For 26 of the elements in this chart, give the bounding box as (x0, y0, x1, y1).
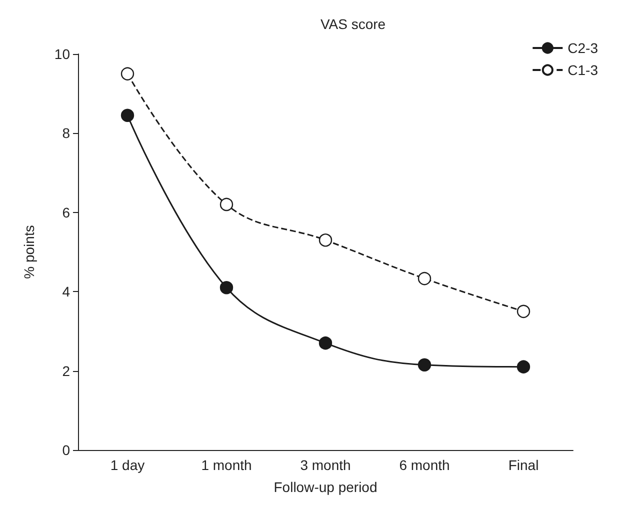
point (318, 234, 332, 247)
x-tick-label: 1 day (110, 457, 145, 473)
point (516, 360, 530, 374)
y-axis-title: % points (21, 225, 37, 279)
y-tick-label: 8 (62, 125, 70, 142)
y-tick-label: 2 (62, 362, 70, 379)
y-tick-label: 4 (62, 284, 70, 300)
y-tick-label: 10 (54, 46, 70, 62)
point (516, 304, 530, 318)
x-tick-label: 1 month (201, 457, 252, 473)
legend-label: C2-3 (568, 40, 598, 56)
point (220, 198, 234, 212)
chart-title: VAS score (320, 16, 386, 32)
x-tick-label: 3 month (300, 457, 351, 473)
point (418, 358, 432, 372)
point (120, 67, 134, 80)
x-tick-label: Final (508, 457, 539, 473)
point (220, 281, 234, 294)
point (318, 336, 332, 350)
y-tick-label: 0 (62, 442, 70, 458)
legend-label: C1-3 (568, 62, 598, 78)
x-tick-label: 6 month (399, 457, 450, 473)
point (120, 108, 134, 122)
y-tick-label: 6 (62, 204, 70, 220)
point (418, 272, 432, 286)
x-axis-title: Follow-up period (274, 479, 378, 495)
